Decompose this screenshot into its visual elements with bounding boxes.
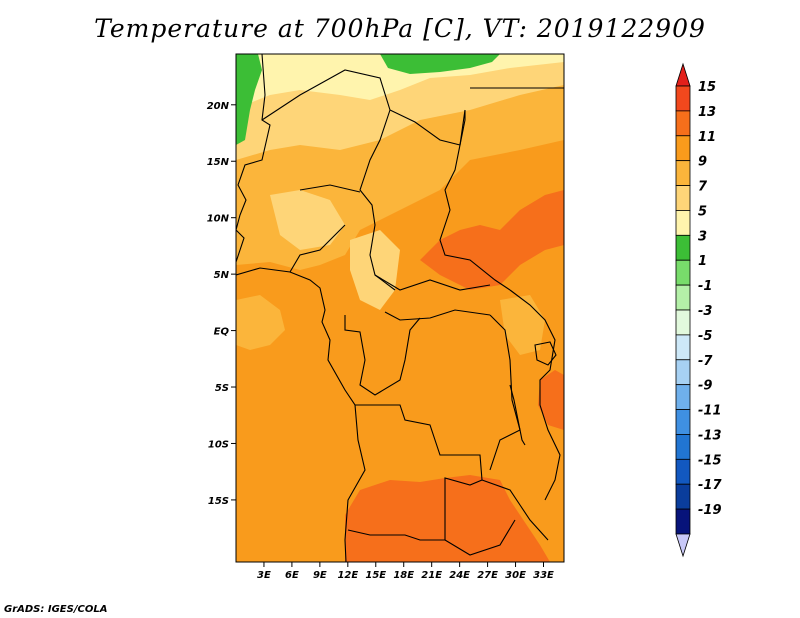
colorbar-swatch xyxy=(675,409,691,435)
lon-tick-label: 24E xyxy=(449,570,470,581)
lon-tick-label: 21E xyxy=(421,570,442,581)
border-drc-east xyxy=(489,314,521,471)
colorbar-swatch xyxy=(675,334,691,361)
lon-axis: 3E 6E 9E 12E 15E 18E 21E 24E 27E 30E 33E xyxy=(257,562,554,581)
lon-tick-label: 33E xyxy=(533,570,554,581)
arrow-up-icon xyxy=(675,62,691,87)
colorbar-label: 5 xyxy=(698,204,707,219)
colorbar-swatch xyxy=(675,434,691,460)
colorbar-label: -7 xyxy=(698,354,713,369)
field-11-13-south xyxy=(345,475,550,562)
country-borders xyxy=(236,54,564,562)
colorbar-label: 1 xyxy=(698,254,707,269)
border-angola xyxy=(347,404,483,541)
field-1-3-north xyxy=(380,54,500,74)
colorbar-label: -11 xyxy=(698,404,722,419)
field-11-13-lake xyxy=(538,370,564,430)
chart-title: Temperature at 700hPa [C], VT: 201912290… xyxy=(94,14,706,43)
colorbar-swatch xyxy=(675,384,691,410)
colorbar-label: 7 xyxy=(698,180,708,195)
border-nigeria xyxy=(289,184,361,273)
temperature-field xyxy=(236,54,564,562)
lat-tick-label: 15N xyxy=(207,157,230,168)
field-11-13-east xyxy=(420,190,564,290)
lon-tick-label: 3E xyxy=(257,570,271,581)
border-east xyxy=(509,289,561,501)
colorbar-label: 9 xyxy=(698,155,707,170)
lat-tick-label: 15S xyxy=(208,496,229,507)
arrow-down-icon xyxy=(675,533,691,558)
lon-tick-label: 30E xyxy=(505,570,526,581)
field-3-5 xyxy=(236,54,564,110)
colorbar-swatch xyxy=(675,185,691,211)
lon-tick-label: 6E xyxy=(285,570,299,581)
colorbar-label: -3 xyxy=(698,304,712,319)
border-congo xyxy=(344,315,421,396)
lon-tick-label: 27E xyxy=(477,570,498,581)
colorbar-swatch xyxy=(675,85,691,112)
colorbar-swatch xyxy=(675,359,691,386)
colorbar-swatch xyxy=(675,234,691,261)
colorbar-label: 3 xyxy=(698,229,707,244)
field-5-7-central xyxy=(270,190,345,250)
lon-tick-label: 18E xyxy=(393,570,414,581)
lat-tick-label: 10S xyxy=(208,439,229,450)
colorbar-swatch xyxy=(675,309,691,336)
lake-victoria xyxy=(534,341,557,366)
colorbar-swatch xyxy=(675,483,691,510)
lat-tick-label: 20N xyxy=(207,101,230,112)
border-zambia xyxy=(444,479,549,556)
lat-tick-label: 5S xyxy=(215,383,229,394)
lat-tick-label: EQ xyxy=(214,327,230,338)
field-1-3-west xyxy=(236,54,262,145)
colorbar-label: -9 xyxy=(698,379,712,394)
colorbar-swatch xyxy=(675,210,691,236)
colorbar-swatch xyxy=(675,135,691,162)
border-chad-sudan xyxy=(439,109,511,291)
border-car xyxy=(374,274,491,321)
field-5-7-chad xyxy=(350,230,400,310)
grads-credit: GrADS: IGES/COLA xyxy=(4,604,108,615)
colorbar-swatch xyxy=(675,508,691,535)
lat-axis: 20N 15N 10N 5N EQ 5S 10S 15S xyxy=(207,101,236,507)
colorbar-swatch xyxy=(675,284,691,311)
lake-tanganyika xyxy=(509,384,526,446)
colorbar-swatch xyxy=(675,259,691,286)
coastline-gulf xyxy=(236,267,366,562)
colorbar: 15 13 11 9 7 5 3 1 -1 -3 -5 -7 -9 -11 -13 -15 -17 -19 xyxy=(675,62,722,558)
border-niger-chad xyxy=(359,109,396,291)
field-7-9-equatorial xyxy=(236,295,285,350)
colorbar-label: 11 xyxy=(698,130,716,145)
colorbar-swatch xyxy=(675,458,691,485)
colorbar-label: -5 xyxy=(698,329,712,344)
lat-tick-label: 5N xyxy=(214,270,230,281)
lon-tick-label: 9E xyxy=(313,570,327,581)
colorbar-label: 15 xyxy=(698,80,716,95)
map-frame xyxy=(235,53,565,563)
lon-tick-label: 12E xyxy=(337,570,358,581)
colorbar-label: -19 xyxy=(698,503,722,518)
field-7-9-east xyxy=(500,295,545,355)
colorbar-label: -15 xyxy=(698,453,722,468)
coastline-west xyxy=(236,54,271,263)
colorbar-label: -1 xyxy=(698,279,712,294)
colorbar-label: -13 xyxy=(698,428,722,443)
colorbar-swatch xyxy=(675,110,691,137)
colorbar-swatch xyxy=(675,160,691,186)
border-sahara xyxy=(261,69,466,146)
lat-tick-label: 10N xyxy=(207,214,230,225)
colorbar-label: -17 xyxy=(698,478,722,493)
colorbar-label: 13 xyxy=(698,105,716,120)
lon-tick-label: 15E xyxy=(365,570,386,581)
